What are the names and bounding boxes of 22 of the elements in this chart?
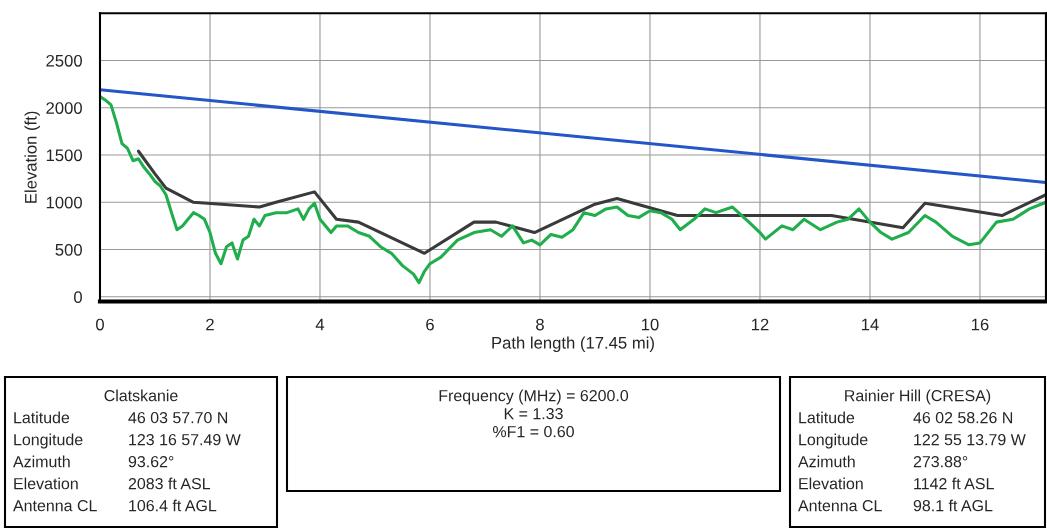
x-tick-label: 14 [861,318,879,331]
x-tick-label: 12 [751,318,769,331]
y-tick-label: 1500 [46,149,82,162]
x-tick-label: 0 [96,318,104,331]
line-series [99,94,1046,285]
y-tick-label: 2500 [46,54,82,67]
x-tick-label: 4 [315,318,325,331]
y-tick-label: 500 [55,243,82,256]
x-tick-label: 2 [206,318,214,331]
line-series [136,149,1046,255]
text: Rainier Hill (CRESA) Latitude 46 02 58.26 N Longitude 122 55 13.79 W Azimuth 273.88° Elevation 1142 ft ASL Antenna CL 98.1 ft AGL [798,389,1026,512]
y-tick-label: 1000 [46,196,82,209]
text: Clatskanie Latitude 46 03 57.70 N Longitude 123 16 57.49 W Azimuth 93.62° Elevation 2083 ft ASL Antenna CL 106.4 ft AGL [13,389,241,512]
x-axis-title: Path length (17.45 mi) [492,336,654,353]
y-axis-title: Elevation (ft) [24,111,40,203]
y-tick-label: 0 [74,291,82,304]
x-tick-label: 10 [641,318,659,331]
x-tick-label: 16 [971,318,989,331]
x-tick-label: 8 [536,318,544,331]
text: Frequency (MHz) = 6200.0 K = 1.33 %F1 = 0.60 [439,389,629,438]
x-tick-label: 6 [426,318,434,331]
y-tick-label: 2000 [46,102,82,114]
